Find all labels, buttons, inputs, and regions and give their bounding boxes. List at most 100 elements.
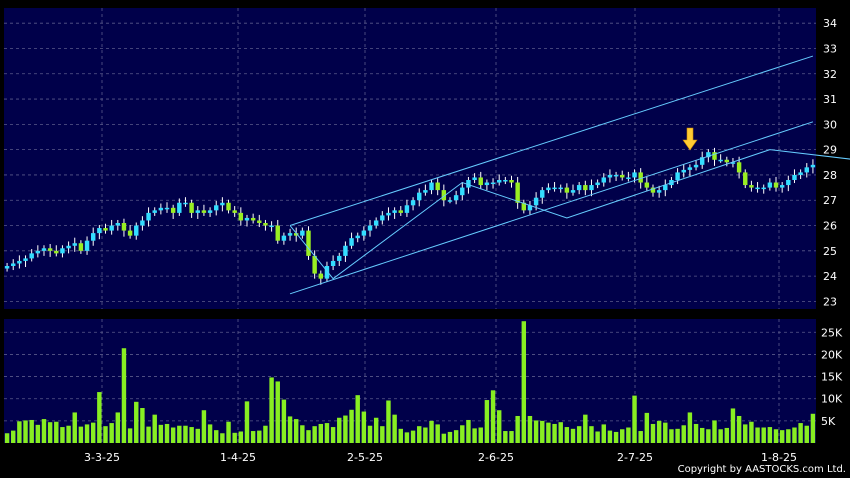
volume-bar: [121, 348, 127, 443]
copyright-text: Copyright by AASTOCKS.com Ltd.: [677, 464, 846, 475]
volume-bar: [4, 433, 10, 443]
candle-body: [521, 202, 527, 211]
volume-bar: [417, 426, 422, 443]
candle-body: [595, 182, 600, 186]
volume-bar: [361, 411, 367, 443]
candle-body: [490, 182, 496, 185]
candle-body: [429, 182, 434, 191]
candle-body: [140, 220, 145, 226]
volume-bar: [656, 420, 662, 443]
candle-body: [250, 217, 256, 221]
volume-bar: [496, 410, 502, 443]
candle-body: [158, 207, 164, 211]
candle-body: [189, 202, 194, 213]
volume-bar: [607, 430, 613, 443]
candle-body: [103, 228, 108, 231]
candle-body: [312, 255, 317, 274]
volume-bar: [66, 425, 71, 443]
candle-body: [724, 159, 730, 163]
candle-body: [613, 174, 619, 177]
x-tick-label: 1-4-25: [220, 451, 256, 464]
candle-body: [220, 202, 225, 206]
candle-body: [767, 182, 773, 188]
price-y-tick-label: 32: [823, 68, 837, 81]
candle-body: [718, 159, 723, 162]
candle-body: [509, 180, 514, 183]
price-y-tick-label: 25: [823, 245, 837, 258]
candle-body: [349, 238, 354, 246]
volume-bar: [638, 431, 643, 443]
candle-body: [453, 195, 459, 201]
candle-body: [650, 187, 656, 193]
candle-body: [706, 152, 711, 158]
volume-bar: [90, 422, 96, 443]
candle-body: [35, 250, 41, 254]
volume-y-tick-label: 20K: [821, 348, 843, 361]
candle-body: [226, 202, 231, 211]
volume-bar: [343, 415, 348, 443]
volume-bar: [35, 424, 41, 443]
candle-body: [238, 212, 244, 221]
candle-body: [361, 230, 367, 236]
candle-body: [632, 172, 637, 178]
volume-bar: [170, 427, 176, 443]
candle-body: [337, 255, 342, 261]
x-tick-label: 2-7-25: [617, 451, 653, 464]
volume-bar: [324, 423, 330, 443]
volume-bar: [23, 420, 28, 443]
candle-body: [515, 182, 520, 203]
volume-y-tick-label: 25K: [821, 326, 843, 339]
volume-bar: [576, 426, 582, 443]
candle-body: [404, 205, 410, 213]
volume-bar: [429, 420, 434, 443]
candle-body: [570, 190, 576, 193]
volume-bar: [761, 427, 766, 443]
volume-bar: [613, 431, 619, 443]
candle-body: [66, 245, 71, 249]
candle-body: [792, 174, 797, 180]
volume-bar: [337, 417, 342, 443]
volume-bar: [466, 419, 471, 443]
candle-body: [804, 167, 809, 173]
volume-bar: [287, 416, 293, 443]
candle-body: [23, 258, 28, 261]
volume-bar: [515, 415, 520, 443]
volume-bar: [140, 408, 145, 443]
volume-bar: [644, 412, 650, 443]
volume-bar: [792, 427, 797, 443]
candle-body: [244, 217, 250, 221]
volume-bar: [460, 425, 465, 443]
candle-body: [355, 235, 360, 239]
volume-bar: [380, 426, 385, 443]
volume-bar: [214, 430, 219, 443]
volume-bar: [29, 419, 34, 443]
volume-bar: [546, 422, 551, 443]
volume-bar: [127, 428, 133, 443]
volume-bar: [490, 390, 496, 443]
candle-body: [127, 230, 133, 236]
price-y-tick-label: 31: [823, 93, 837, 106]
candle-body: [287, 233, 293, 236]
volume-bar: [743, 424, 748, 443]
volume-bar: [558, 422, 563, 443]
price-y-tick-label: 29: [823, 144, 837, 157]
volume-bar: [189, 427, 194, 443]
candle-body: [576, 185, 582, 191]
volume-bar: [767, 427, 773, 443]
volume-bar: [583, 414, 588, 443]
volume-bar: [330, 427, 336, 443]
volume-bar: [669, 429, 674, 443]
candle-body: [121, 223, 127, 231]
candle-body: [527, 205, 533, 211]
candle-body: [97, 228, 102, 234]
price-y-tick-label: 28: [823, 169, 837, 182]
volume-bar: [269, 377, 274, 443]
candle-body: [786, 180, 791, 186]
volume-bar: [220, 433, 225, 443]
volume-bar: [786, 429, 791, 443]
volume-bar: [300, 425, 305, 443]
volume-bar: [423, 427, 428, 443]
candle-body: [41, 248, 47, 251]
candle-body: [681, 169, 686, 173]
